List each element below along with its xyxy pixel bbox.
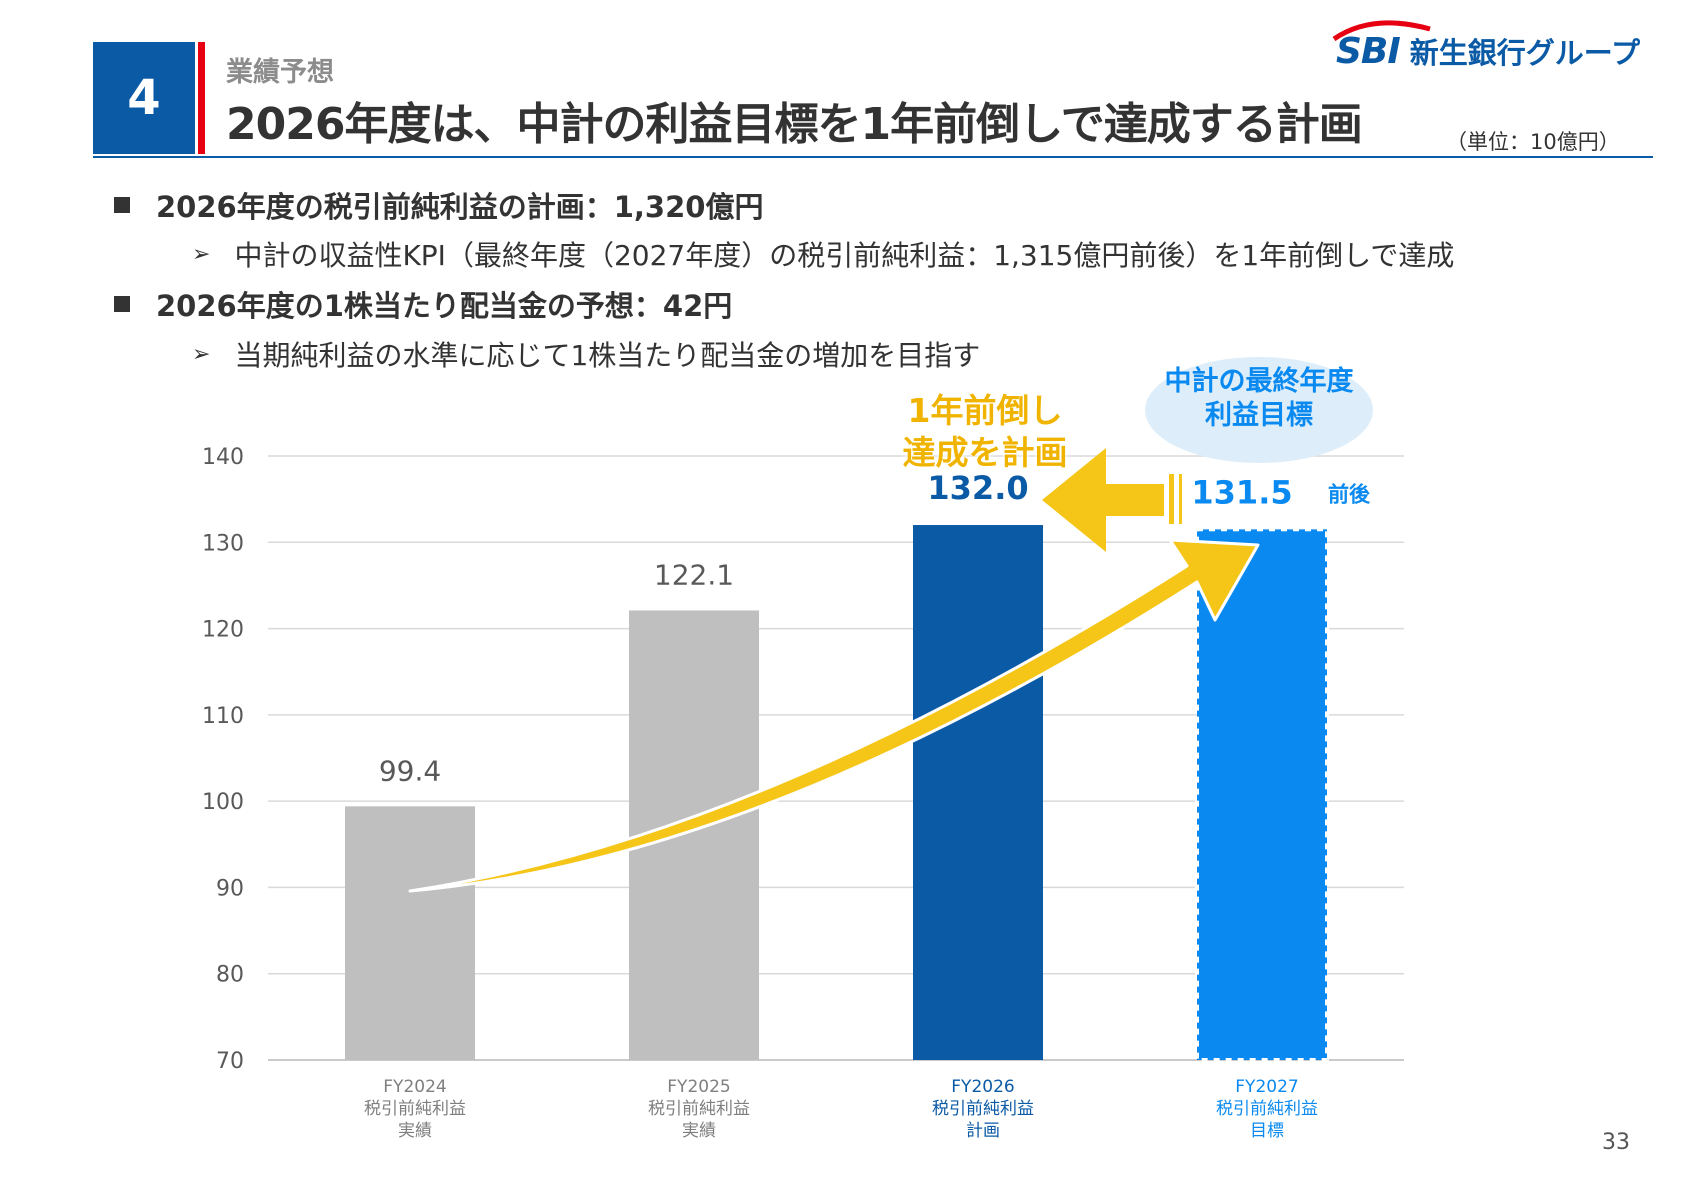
sub-bullet-text: 当期純利益の水準に応じて1株当たり配当金の増加を目指す [234,339,981,372]
y-tick-label: 80 [216,963,244,988]
bullet-item: 2026年度の税引前純利益の計画：1,320億円 [114,184,763,226]
x-category-label: 計画 [966,1121,1000,1141]
y-tick-label: 90 [216,876,244,901]
arrowhead-bullet-icon: ➢ [192,241,211,267]
bar-fy2027 [1195,527,1329,1062]
sub-bullet-item: ➢ 中計の収益性KPI（最終年度（2027年度）の税引前純利益：1,315億円前… [192,234,1454,274]
value-label: 131.5 [1191,473,1292,511]
advance-arrow-icon [1042,448,1182,552]
square-bullet-icon [114,296,130,312]
x-category-label: FY2025 [667,1077,730,1097]
logo-mark: SBI [1332,19,1431,72]
bar-fy2026 [913,525,1043,1060]
x-category-label: 実績 [682,1121,716,1141]
company-logo: SBI 新生銀行グループ [1332,19,1641,72]
x-category-label: FY2027 [1235,1077,1298,1097]
page-number: 33 [1602,1130,1630,1155]
approx-suffix-label: 前後 [1328,482,1371,506]
growth-arrow-icon [408,538,1260,893]
advance-callout-line2: 達成を計画 [902,433,1068,472]
value-label: 122.1 [654,558,734,591]
sub-bullet-item: ➢ 当期純利益の水準に応じて1株当たり配当金の増加を目指す [192,334,980,374]
header-divider [93,156,1653,158]
y-tick-label: 110 [202,704,244,729]
bar-outline [1199,531,1325,1058]
y-tick-label: 120 [202,618,244,643]
x-category-label: 税引前純利益 [648,1099,750,1119]
target-callout: 中計の最終年度 利益目標 [1143,365,1375,433]
y-tick-label: 100 [202,790,244,815]
bullet-text: 2026年度の1株当たり配当金の予想：42円 [156,289,733,323]
logo-swoosh-icon [1332,19,1431,41]
square-bullet-icon [114,197,130,213]
bullet-item: 2026年度の1株当たり配当金の予想：42円 [114,283,732,325]
section-number-badge: 4 [93,42,195,154]
logo-text: 新生銀行グループ [1409,36,1641,70]
sub-bullet-text: 中計の収益性KPI（最終年度（2027年度）の税引前純利益：1,315億円前後）… [234,239,1455,272]
page-title: 2026年度は、中計の利益目標を1年前倒しで達成する計画 [226,99,1363,150]
target-callout-line1: 中計の最終年度 [1164,366,1354,397]
y-tick-label: 70 [216,1049,244,1074]
bar-fy2024 [345,806,475,1060]
value-label: 99.4 [379,754,441,787]
arrowhead-bullet-icon: ➢ [192,341,211,367]
x-category-label: 税引前純利益 [1216,1099,1318,1119]
bullet-text: 2026年度の税引前純利益の計画：1,320億円 [156,190,764,224]
target-callout-line2: 利益目標 [1205,400,1313,431]
x-category-label: 実績 [398,1121,432,1141]
x-category-label: 目標 [1250,1121,1284,1141]
section-label: 業績予想 [226,57,334,88]
y-tick-label: 130 [202,531,244,556]
accent-bar [198,42,205,154]
y-tick-label: 140 [202,445,244,470]
x-category-label: FY2024 [383,1077,446,1097]
unit-note: （単位：10億円） [1446,130,1620,154]
advance-callout-line1: 1年前倒し [907,391,1063,430]
logo-mark-text: SBI [1336,30,1401,72]
x-category-label: 税引前純利益 [932,1099,1034,1119]
x-category-label: FY2026 [951,1077,1014,1097]
x-category-label: 税引前純利益 [364,1099,466,1119]
target-bubble [1145,357,1373,463]
value-label: 132.0 [927,469,1028,507]
advance-callout: 1年前倒し 達成を計画 [880,390,1090,474]
